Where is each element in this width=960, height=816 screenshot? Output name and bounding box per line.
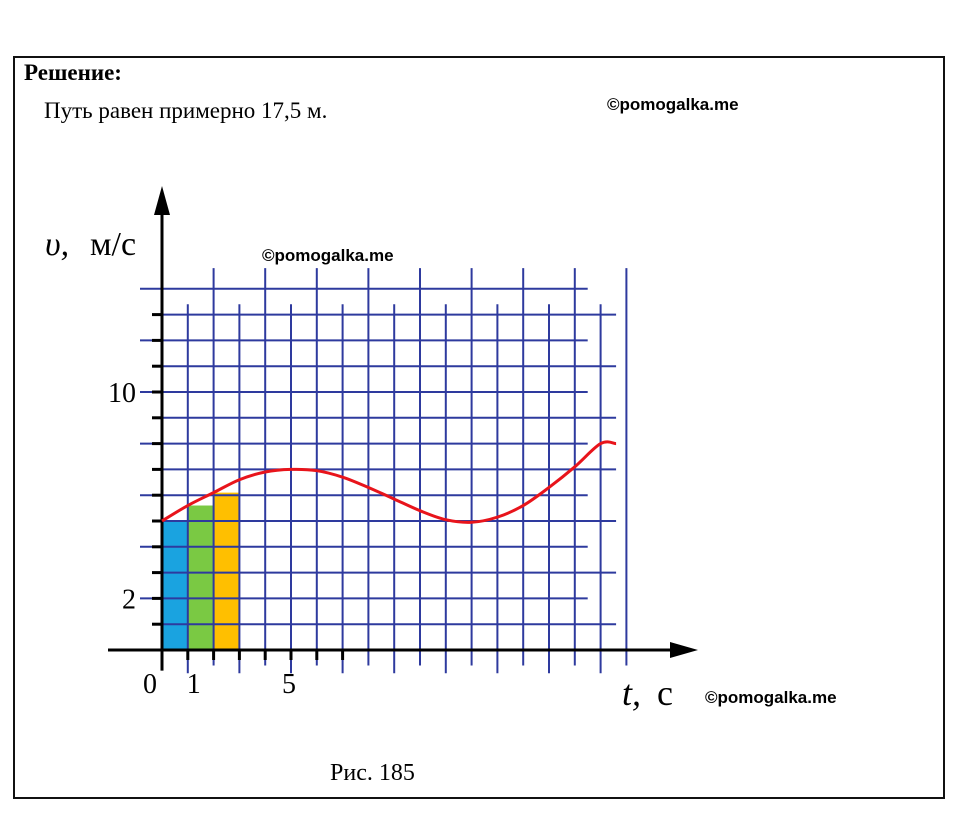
- velocity-curve-1: [161, 440, 617, 524]
- area-strip-1: [162, 521, 188, 650]
- x-tick-label: 5: [282, 669, 296, 700]
- watermark-top: ©pomogalka.me: [607, 95, 739, 114]
- watermark-bottom: ©pomogalka.me: [705, 688, 837, 707]
- y-axis-label-unit: м/с: [90, 226, 136, 263]
- x-tick-label: 0: [143, 669, 157, 700]
- x-axis-label-unit: с: [657, 673, 673, 713]
- figure-frame: [13, 56, 945, 799]
- area-strip-3: [213, 492, 240, 650]
- solution-heading: Решение:: [24, 60, 122, 85]
- y-tick-label: 2: [122, 584, 136, 615]
- watermark-chart: ©pomogalka.me: [262, 246, 394, 265]
- x-axis-label-variable: t,: [622, 673, 641, 713]
- solution-answer: Путь равен примерно 17,5 м.: [44, 98, 328, 123]
- x-tick-label: 1: [187, 669, 201, 700]
- area-strip-2: [187, 505, 214, 650]
- x-axis-arrow: [670, 642, 698, 658]
- y-axis-label-variable: υ,: [45, 226, 69, 263]
- y-axis-arrow: [154, 186, 170, 215]
- figure-caption: Рис. 185: [330, 760, 415, 786]
- y-tick-label: 10: [108, 378, 136, 409]
